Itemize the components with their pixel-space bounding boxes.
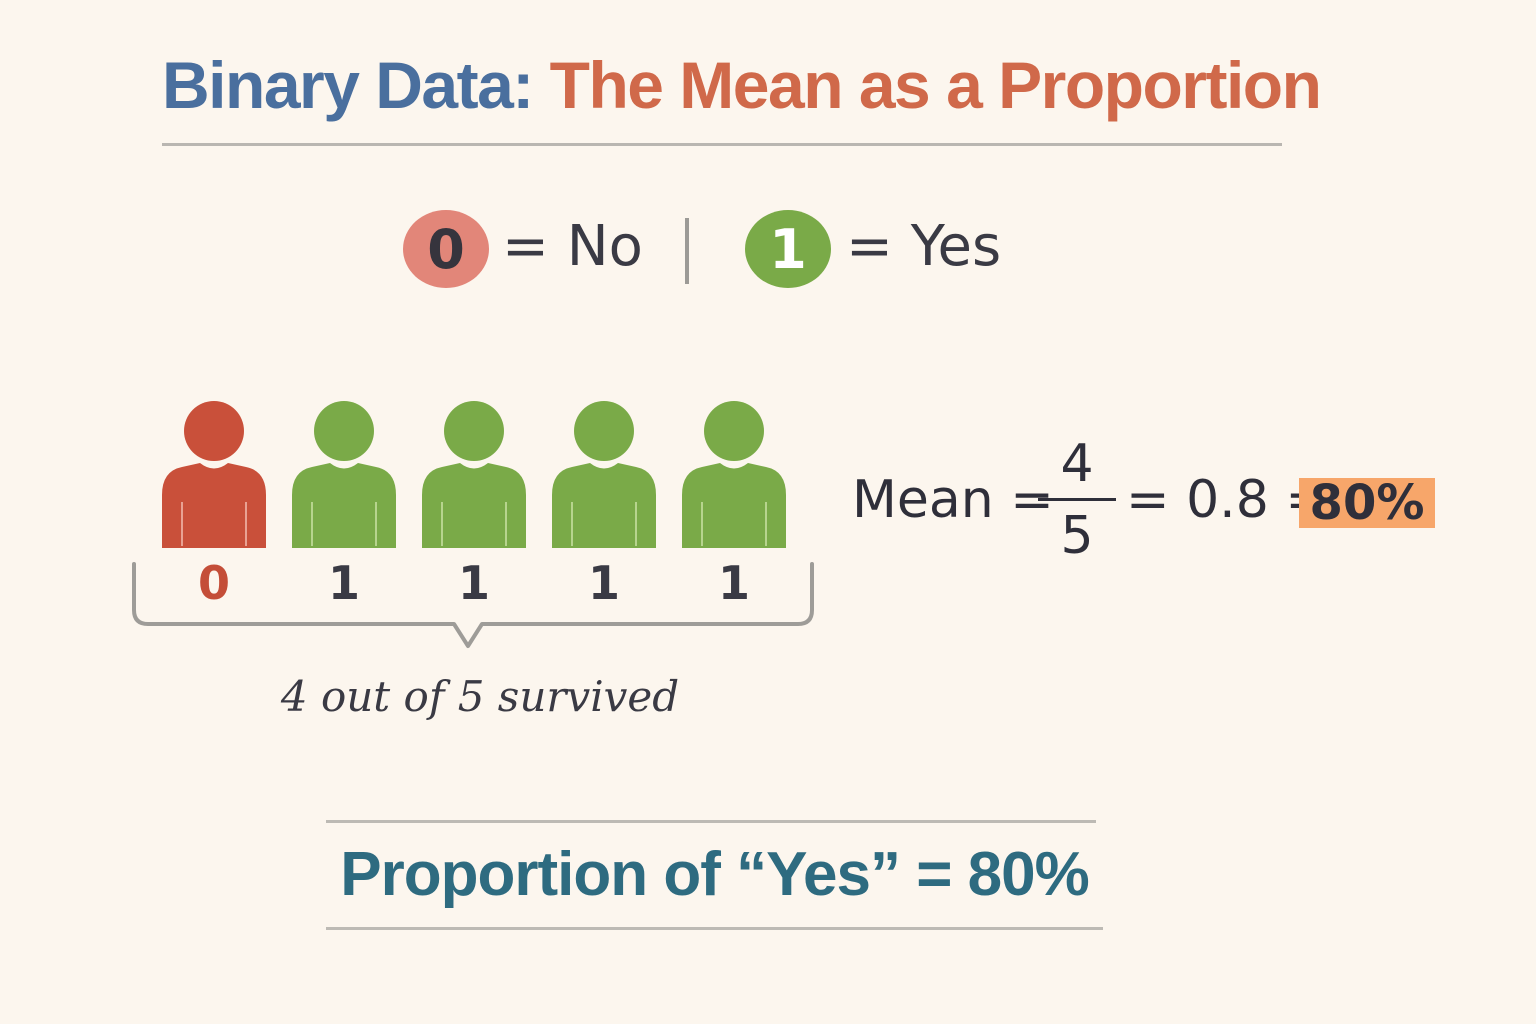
- person-value-label: 1: [587, 556, 620, 610]
- fraction-bar: [1038, 498, 1116, 501]
- person-value-label: 1: [327, 556, 360, 610]
- fraction-numerator: 4: [1060, 434, 1094, 494]
- summary-rule-bottom: [326, 927, 1103, 930]
- person-value-label: 1: [717, 556, 750, 610]
- title-part-mean-proportion: The Mean as a Proportion: [549, 48, 1322, 122]
- equation-decimal: = 0.8 =: [1126, 470, 1329, 530]
- legend-yes-badge: 1: [745, 210, 831, 288]
- survival-caption: 4 out of 5 survived: [280, 672, 680, 721]
- legend-no-badge: 0: [403, 210, 489, 288]
- summary-rule-top: [326, 820, 1096, 823]
- person-icon: [552, 400, 656, 548]
- legend-yes-label: = Yes: [846, 214, 1002, 279]
- person-icon: [292, 400, 396, 548]
- grouping-brace: [132, 562, 814, 648]
- fraction-denominator: 5: [1060, 506, 1094, 566]
- title-part-binary-data: Binary Data:: [162, 48, 534, 122]
- person-value-label: 1: [457, 556, 490, 610]
- equation-result-highlight: 80%: [1299, 475, 1435, 531]
- legend-no-label: = No: [502, 214, 643, 279]
- summary-statement: Proportion of “Yes” = 80%: [340, 840, 1089, 909]
- person-icon: [422, 400, 526, 548]
- legend-divider: [685, 218, 689, 284]
- equation-mean-label: Mean =: [852, 470, 1054, 530]
- page-title: Binary Data: The Mean as a Proportion: [162, 52, 1322, 118]
- person-value-label: 0: [197, 556, 230, 610]
- person-icon: [162, 400, 266, 548]
- person-icon: [682, 400, 786, 548]
- title-underline: [162, 143, 1282, 146]
